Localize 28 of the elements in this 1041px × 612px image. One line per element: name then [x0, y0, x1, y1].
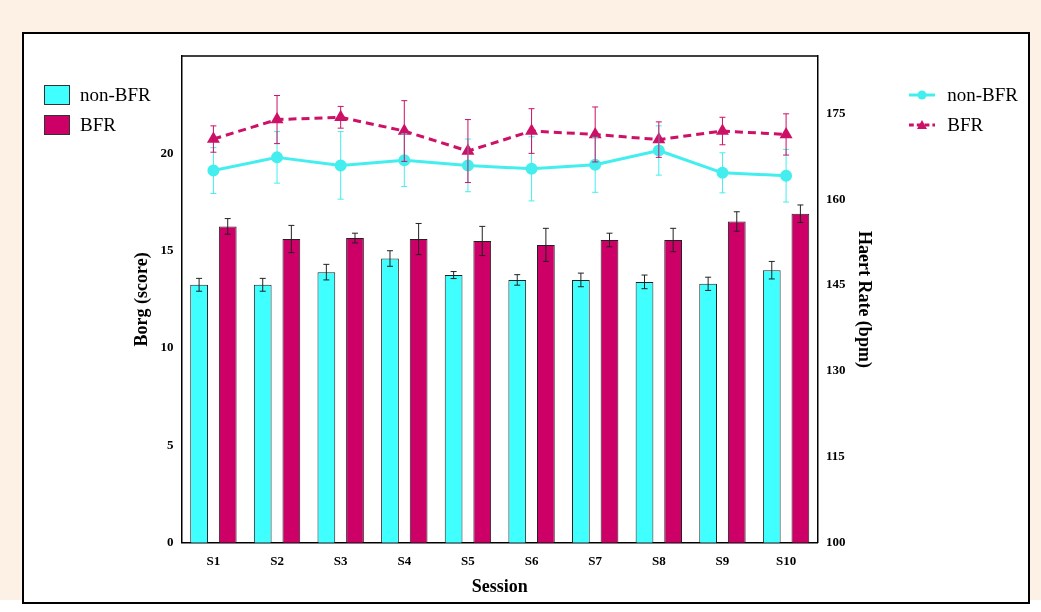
x-axis-title: Session	[471, 575, 528, 596]
y-tick-label: 0	[167, 534, 174, 550]
legend-label: BFR	[80, 114, 116, 136]
x-tick-label: S5	[461, 552, 476, 568]
y2-tick-label: 130	[825, 362, 846, 378]
legend-label: BFR	[947, 114, 984, 136]
x-tick-label: S7	[588, 552, 603, 568]
y2-tick-label: 175	[825, 104, 846, 120]
x-tick-label: S3	[333, 552, 349, 568]
y2-tick-label: 100	[825, 534, 846, 550]
x-tick-label: S6	[524, 552, 539, 568]
y2-tick-label: 115	[825, 448, 846, 464]
x-tick-label: S2	[270, 552, 284, 568]
x-tick-label: S8	[651, 552, 667, 568]
y2-axis-title: Haert Rate (bpm)	[853, 230, 875, 368]
y-tick-label: 10	[160, 339, 174, 355]
y-tick-label: 5	[167, 436, 175, 452]
legend-label: non-BFR	[947, 84, 1018, 106]
y2-tick-label: 160	[825, 190, 846, 206]
legend-label: non-BFR	[80, 84, 151, 106]
y-tick-label: 15	[160, 242, 175, 258]
x-tick-label: S4	[397, 552, 412, 568]
x-tick-label: S1	[206, 552, 221, 568]
x-tick-label: S9	[715, 552, 730, 568]
x-tick-label: S10	[775, 552, 797, 568]
y-axis-title: Borg (score)	[131, 252, 153, 347]
y-tick-label: 20	[160, 144, 174, 160]
y2-tick-label: 145	[825, 276, 846, 292]
